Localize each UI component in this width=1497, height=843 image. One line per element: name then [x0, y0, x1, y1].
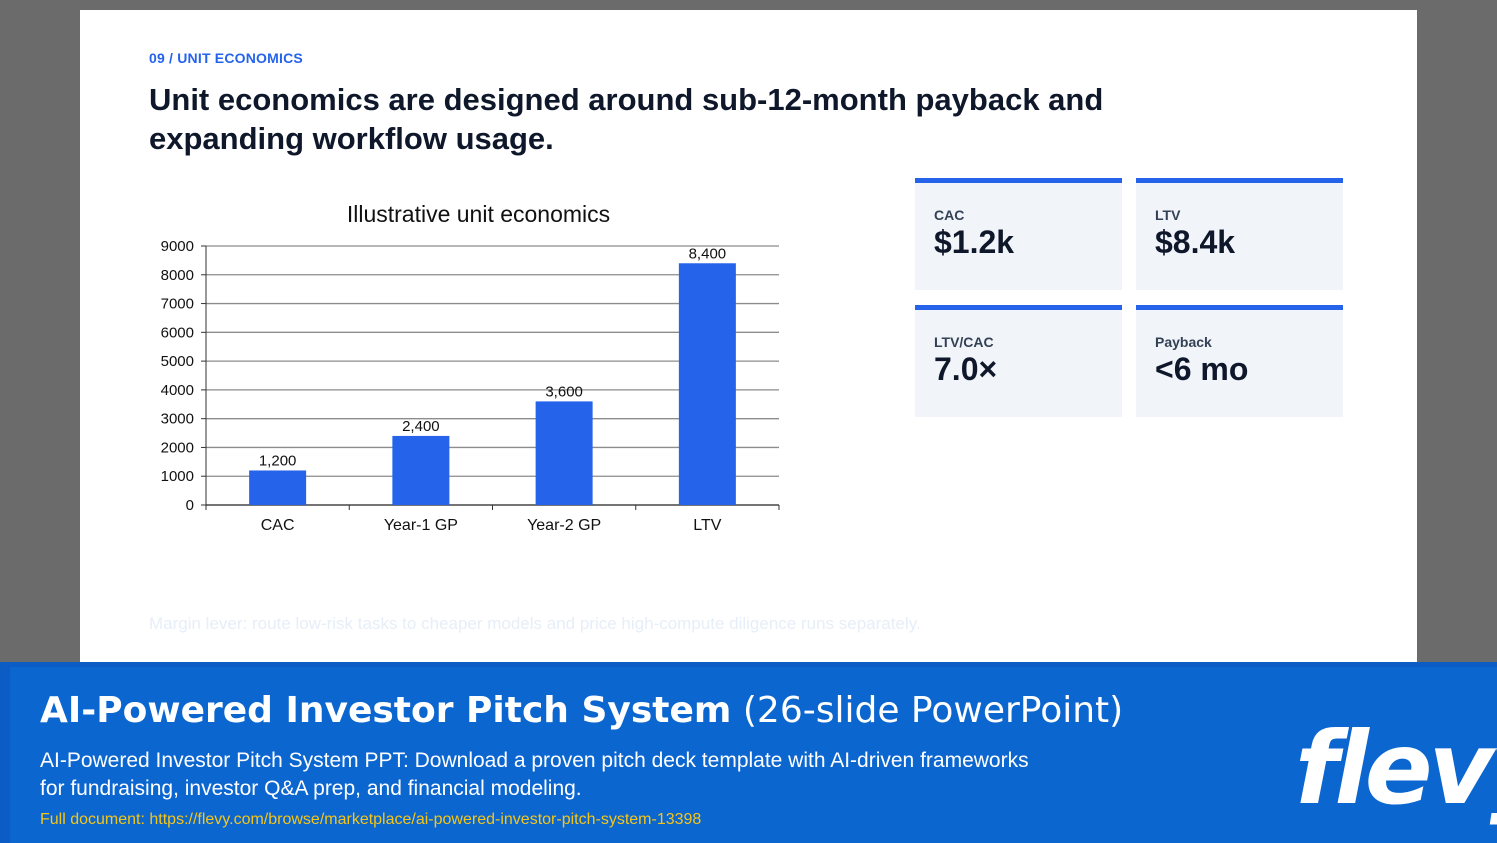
banner-description: AI-Powered Investor Pitch System PPT: Do… [40, 749, 1029, 800]
banner-title-strong: AI-Powered Investor Pitch System [40, 690, 732, 731]
y-tick-label: 9000 [161, 238, 194, 255]
bar-chart-svg: Illustrative unit economics 0 1000 2000 3000… [161, 201, 780, 534]
y-tick-label: 5000 [161, 353, 194, 370]
unit-economics-chart: Illustrative unit economics 0 1000 2000 3000… [149, 185, 799, 545]
x-tick-label: LTV [693, 517, 721, 534]
promo-banner: AI-Powered Investor Pitch System (26-sli… [0, 662, 1497, 843]
metric-card-label: LTV/CAC [934, 334, 994, 350]
metric-card-ltv-cac: LTV/CAC 7.0× [915, 305, 1122, 417]
y-tick-label: 2000 [161, 439, 194, 456]
metric-card-value: 7.0× [934, 351, 998, 387]
banner-title-light: (26-slide PowerPoint) [742, 690, 1124, 731]
y-tick-label: 1000 [161, 468, 194, 485]
metric-card-value: <6 mo [1155, 351, 1249, 387]
y-tick-label: 4000 [161, 382, 194, 399]
data-label: 3,600 [545, 383, 583, 400]
promo-banner-body: AI-Powered Investor Pitch System (26-sli… [10, 667, 1497, 843]
y-tick-label: 7000 [161, 296, 194, 313]
bar [535, 401, 593, 505]
slide-headline: Unit economics are designed around sub-1… [149, 82, 1104, 156]
metric-card-cac: CAC $1.2k [915, 178, 1122, 290]
metric-card-ltv: LTV $8.4k [1136, 178, 1343, 290]
data-label: 8,400 [689, 245, 727, 262]
x-tick-label: CAC [261, 517, 295, 534]
data-label: 1,200 [259, 452, 297, 469]
metric-card-label: LTV [1155, 207, 1181, 223]
y-tick-label: 8000 [161, 267, 194, 284]
y-tick-label: 6000 [161, 324, 194, 341]
metric-card-value: $8.4k [1155, 224, 1236, 260]
bar [678, 263, 736, 505]
bar [392, 435, 450, 505]
section-kicker: 09 / UNIT ECONOMICS [149, 50, 303, 66]
metric-card-value: $1.2k [934, 224, 1015, 260]
metric-cards: CAC $1.2k LTV $8.4k LTV/CAC 7.0× Payback… [915, 178, 1343, 418]
chart-title: Illustrative unit economics [347, 201, 610, 227]
slide: 09 / UNIT ECONOMICS Unit economics are d… [80, 10, 1417, 662]
metric-card-label: Payback [1155, 334, 1212, 350]
data-label: 2,400 [402, 418, 440, 435]
flevy-logo[interactable]: flevy [1295, 710, 1497, 827]
banner-document-link[interactable]: Full document: https://flevy.com/browse/… [40, 811, 702, 828]
margin-note: Margin lever: route low-risk tasks to ch… [149, 614, 921, 633]
metric-card-label: CAC [934, 207, 965, 223]
y-tick-label: 3000 [161, 411, 194, 428]
metric-card-payback: Payback <6 mo [1136, 305, 1343, 417]
bar [249, 470, 307, 505]
x-tick-label: Year-2 GP [527, 517, 601, 534]
banner-title: AI-Powered Investor Pitch System (26-sli… [40, 690, 1123, 731]
y-tick-label: 0 [186, 497, 194, 514]
x-tick-label: Year-1 GP [384, 517, 458, 534]
